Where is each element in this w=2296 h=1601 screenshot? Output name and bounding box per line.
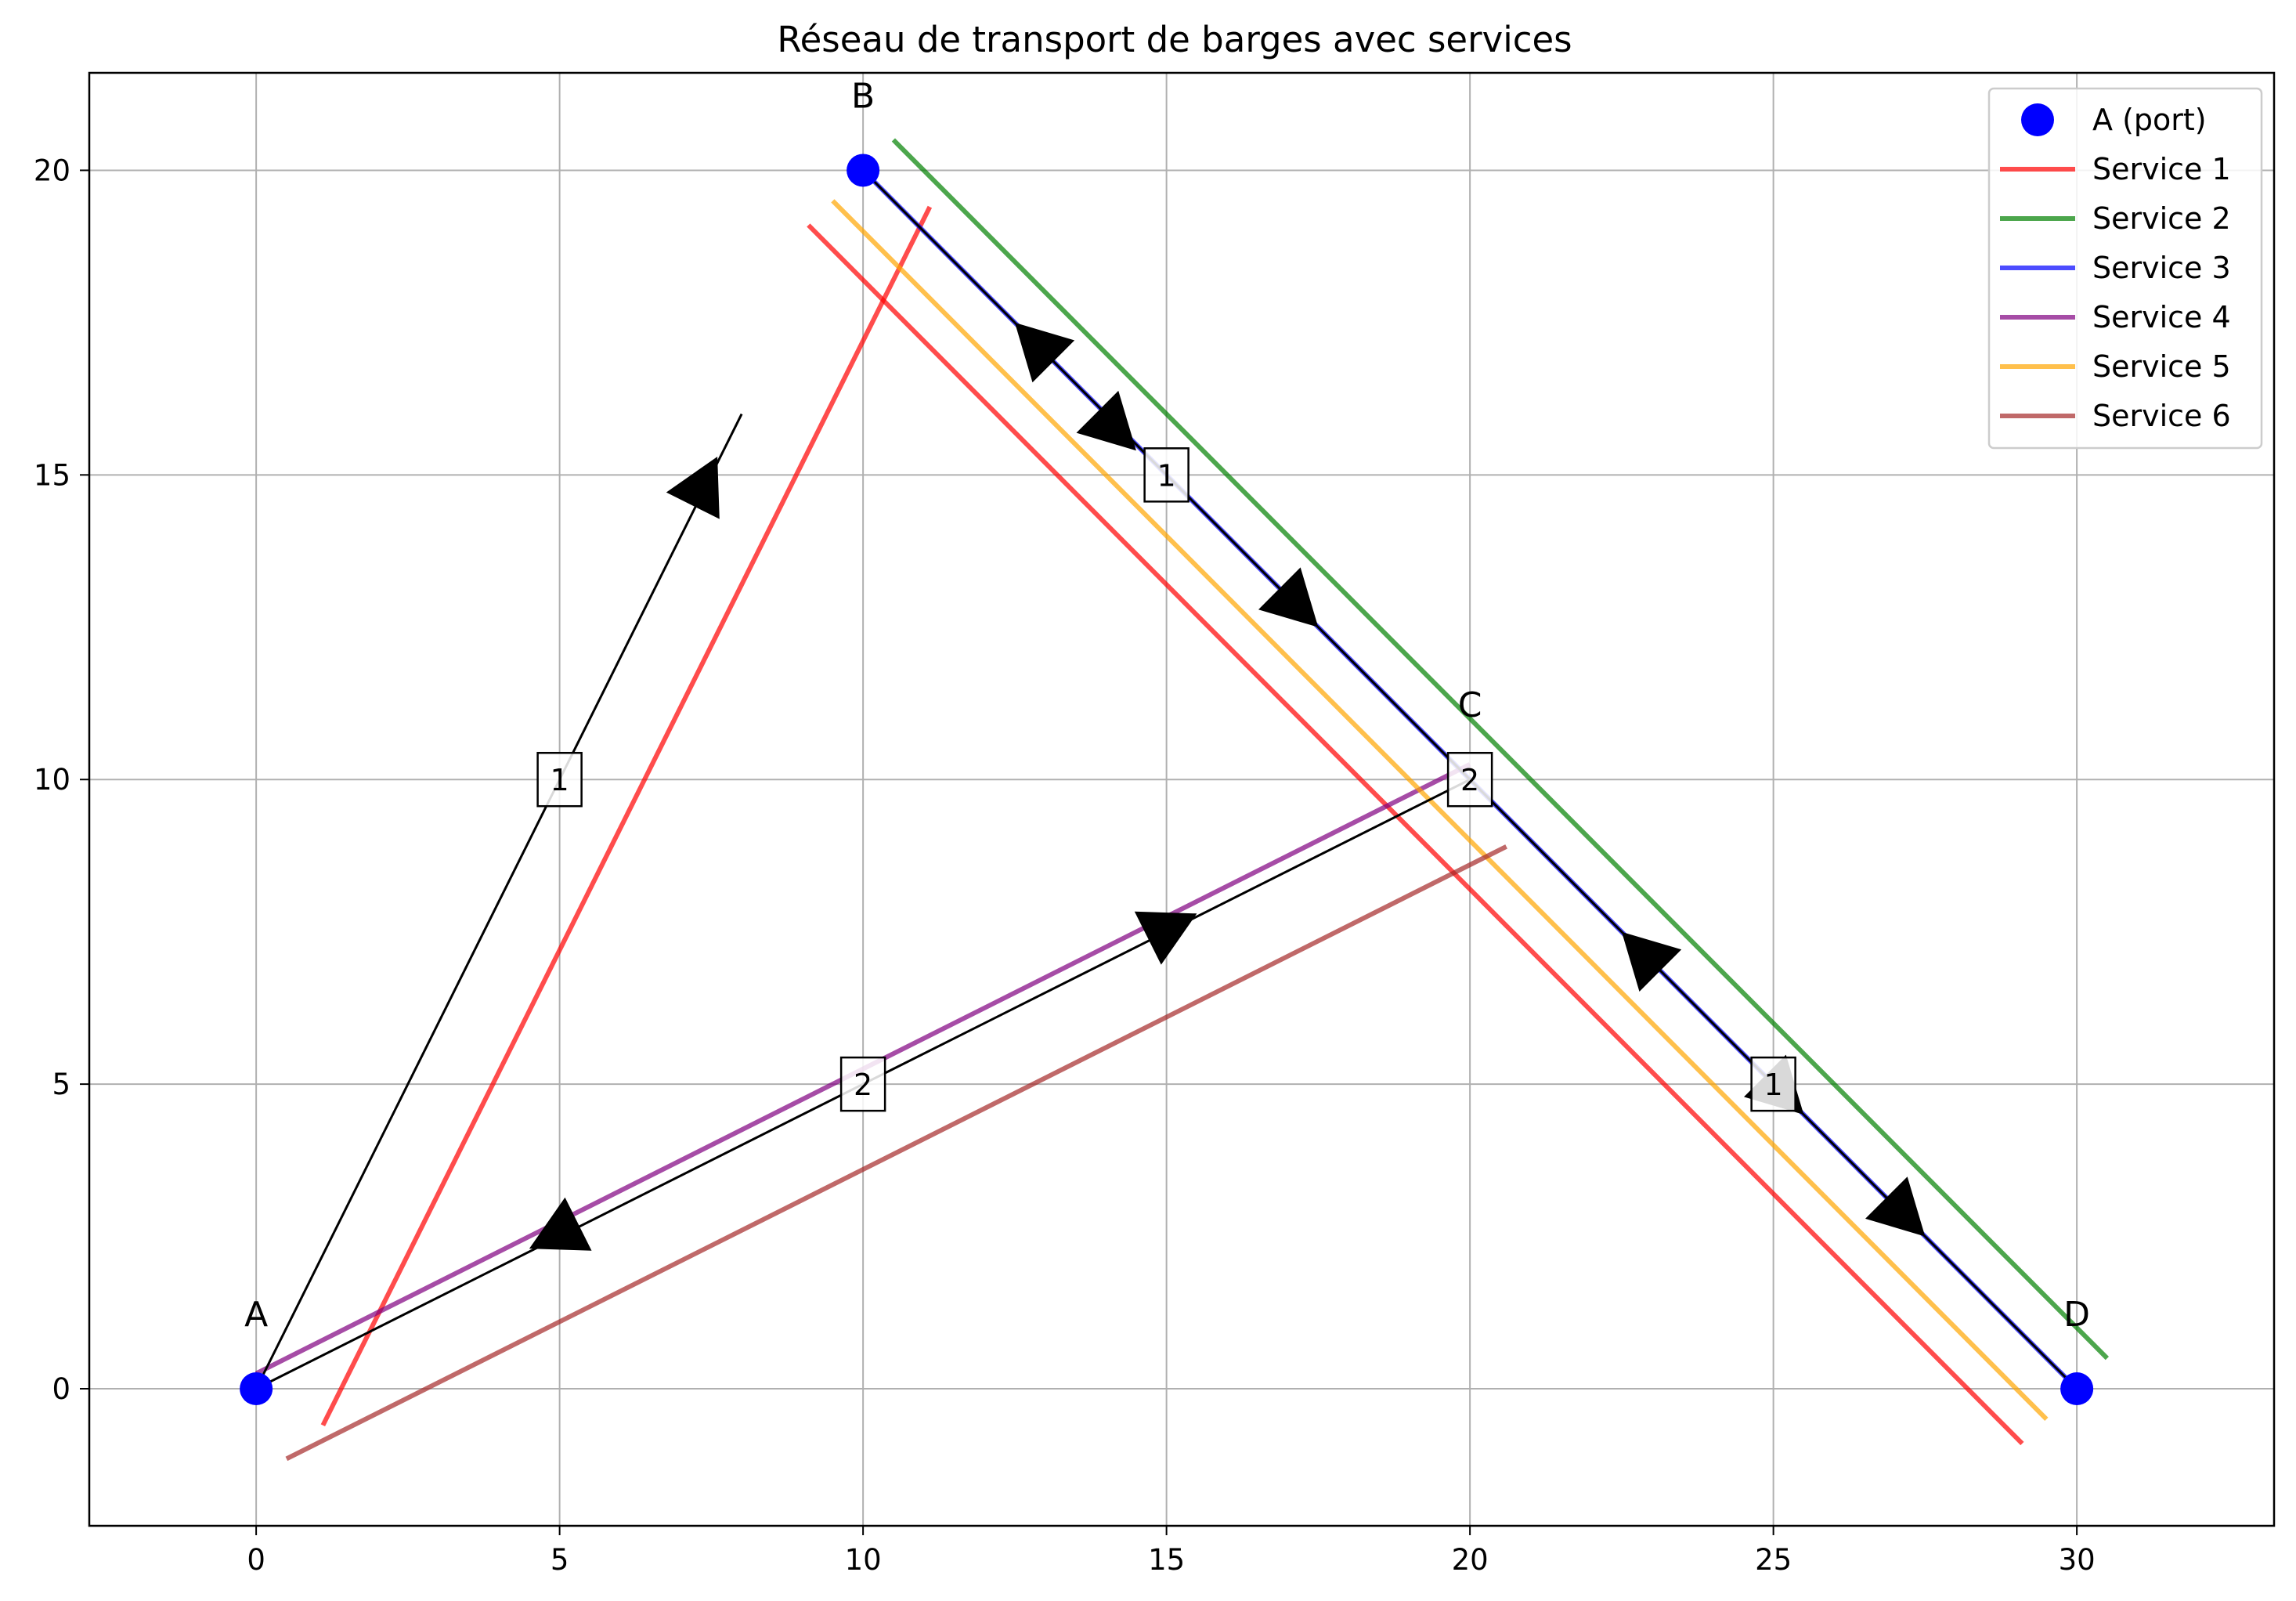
arrowhead	[1865, 1176, 1926, 1237]
legend-label-service-5: Service 5	[2092, 349, 2231, 384]
legend: A (port) Service 1 Service 2 Service 3 Servi…	[1987, 87, 2263, 450]
legend-label-service-3: Service 3	[2092, 251, 2231, 285]
y-tick-label: 10	[34, 763, 70, 797]
node-B-marker	[847, 154, 880, 187]
edge-label-B-C-box	[1143, 447, 1190, 503]
x-tick-label: 20	[1452, 1543, 1489, 1577]
arrowhead	[1076, 390, 1136, 451]
edge-label-A-C-box	[839, 1056, 886, 1112]
arrowhead	[1134, 911, 1197, 965]
axis-ticks: 0 5 10 15 20 25 30 0 5 10 15 20	[34, 154, 2096, 1577]
edge-A-B	[255, 413, 743, 1390]
y-tick-label: 0	[52, 1372, 70, 1406]
network-nodes: A B C D	[240, 76, 2094, 1405]
chart-title: Réseau de transport de barges avec servi…	[777, 19, 1572, 60]
legend-label-service-2: Service 2	[2092, 201, 2231, 236]
arrowhead	[666, 457, 720, 519]
node-A-marker	[240, 1372, 273, 1405]
arrowhead	[1621, 931, 1682, 992]
node-C-label: C	[1458, 685, 1482, 725]
x-tick-label: 30	[2059, 1543, 2096, 1577]
x-tick-label: 5	[551, 1543, 569, 1577]
legend-label-service-1: Service 1	[2092, 152, 2231, 186]
legend-label-service-4: Service 4	[2092, 300, 2231, 334]
legend-label-service-6: Service 6	[2092, 399, 2231, 433]
node-D-marker	[2060, 1372, 2094, 1405]
x-tick-label: 15	[1148, 1543, 1185, 1577]
edge-label-C-D: 1	[1764, 1068, 1783, 1102]
plot-frame	[88, 71, 2276, 1527]
edge-labels: 1 1 2 1 2	[536, 447, 1796, 1112]
edge-label-A-B: 1	[551, 763, 569, 797]
node-D-label: D	[2063, 1295, 2090, 1335]
legend-box	[1987, 87, 2263, 450]
service-5-line	[831, 199, 2049, 1422]
service-1-line	[320, 205, 933, 1427]
edge-label-B-C: 1	[1157, 458, 1176, 493]
legend-label-a-port: A (port)	[2092, 103, 2207, 137]
arrowhead	[529, 1197, 592, 1251]
legend-marker-a-port	[2021, 103, 2054, 136]
node-B-label: B	[851, 76, 875, 116]
node-C-count-label-box	[1446, 751, 1493, 808]
edge-label-A-B-box	[536, 751, 583, 808]
y-tick-label: 15	[34, 458, 70, 492]
arrowhead	[1014, 322, 1075, 383]
service-2-line	[891, 138, 2110, 1361]
x-tick-label: 0	[247, 1543, 265, 1577]
node-A-label: A	[244, 1295, 268, 1335]
x-tick-label: 25	[1755, 1543, 1792, 1577]
y-tick-label: 5	[52, 1068, 70, 1101]
x-tick-label: 10	[845, 1543, 882, 1577]
edge-label-C-D-box	[1750, 1056, 1796, 1112]
edge-label-A-C: 2	[854, 1068, 872, 1102]
service-6-line	[285, 844, 1507, 1462]
service-1-line	[807, 223, 2024, 1446]
node-C-count-label: 2	[1460, 763, 1479, 797]
arrowhead	[1258, 567, 1319, 627]
y-tick-label: 20	[34, 154, 70, 187]
